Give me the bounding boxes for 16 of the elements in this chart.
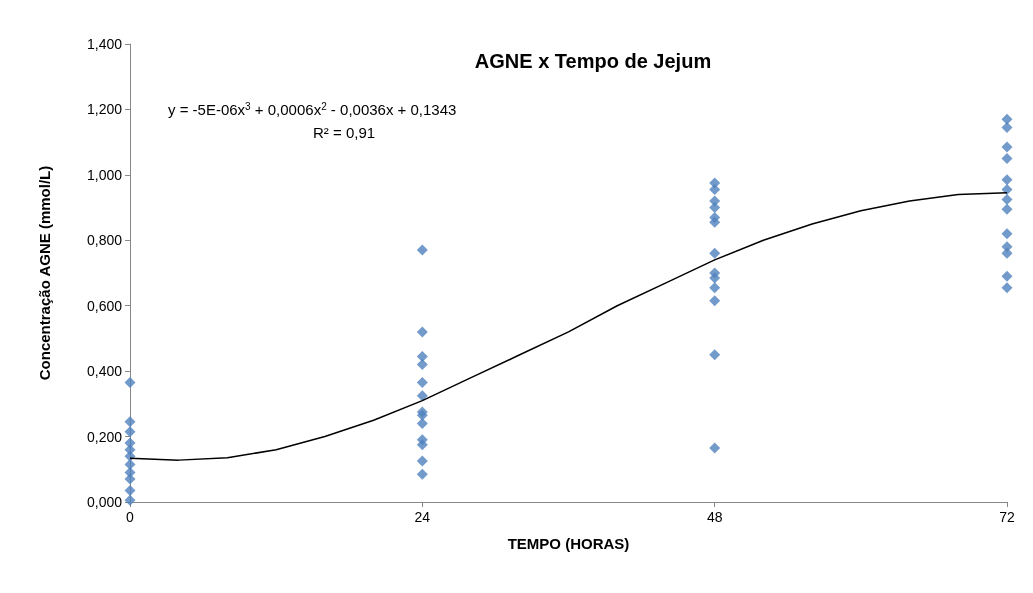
- x-tick-label: 0: [126, 509, 135, 525]
- x-axis-title: TEMPO (HORAS): [507, 535, 630, 552]
- y-tick-label: 0,400: [86, 363, 123, 380]
- y-tick-label: 1,400: [86, 36, 123, 52]
- y-tick-label: 0,200: [86, 428, 123, 445]
- y-tick-label: 0,600: [86, 297, 123, 314]
- annotation: R² = 0,91: [313, 124, 376, 141]
- y-axis-title: Concentração AGNE (mmol/L): [36, 165, 53, 381]
- y-tick-label: 1,000: [86, 166, 123, 183]
- y-tick-label: 1,200: [86, 101, 123, 118]
- chart-title: AGNE x Tempo de Jejum: [474, 50, 712, 72]
- x-tick-label: 48: [706, 509, 723, 525]
- x-tick-label: 24: [414, 509, 431, 525]
- y-tick-label: 0,800: [86, 232, 123, 249]
- x-tick-label: 72: [999, 509, 1015, 525]
- y-tick-label: 0,000: [86, 494, 123, 510]
